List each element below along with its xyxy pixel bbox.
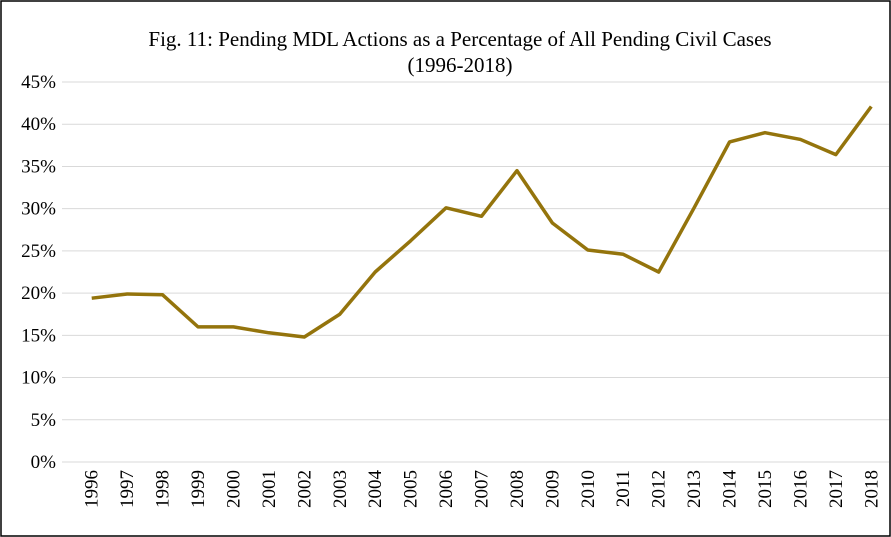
y-tick-label: 5% bbox=[31, 410, 57, 431]
x-tick-label: 2015 bbox=[755, 470, 776, 508]
x-tick-label: 2011 bbox=[613, 470, 634, 507]
x-tick-label: 2000 bbox=[223, 470, 244, 508]
x-tick-label: 2005 bbox=[401, 470, 422, 508]
x-tick-label: 1996 bbox=[82, 470, 103, 508]
x-tick-label: 1999 bbox=[188, 470, 209, 508]
x-tick-label: 1997 bbox=[117, 470, 138, 508]
y-tick-label: 40% bbox=[21, 114, 56, 135]
x-tick-label: 2012 bbox=[649, 470, 670, 508]
y-tick-label: 35% bbox=[21, 156, 56, 177]
x-tick-label: 2014 bbox=[720, 470, 741, 509]
x-tick-label: 2018 bbox=[861, 470, 882, 508]
x-tick-label: 2003 bbox=[330, 470, 351, 508]
y-tick-label: 20% bbox=[21, 283, 56, 304]
x-tick-label: 2009 bbox=[542, 470, 563, 508]
y-tick-label: 10% bbox=[21, 368, 56, 389]
chart-title: Fig. 11: Pending MDL Actions as a Percen… bbox=[148, 27, 771, 51]
x-tick-label: 2006 bbox=[436, 470, 457, 508]
data-line bbox=[91, 105, 873, 339]
y-tick-label: 15% bbox=[21, 325, 56, 346]
chart-subtitle: (1996-2018) bbox=[408, 53, 513, 77]
x-tick-label: 1998 bbox=[153, 470, 174, 508]
x-tick-label: 2007 bbox=[472, 470, 493, 508]
y-tick-label: 30% bbox=[21, 199, 56, 220]
x-tick-label: 2002 bbox=[294, 470, 315, 508]
x-tick-label: 2017 bbox=[826, 470, 847, 508]
x-tick-label: 2008 bbox=[507, 470, 528, 508]
y-tick-label: 0% bbox=[31, 452, 57, 473]
y-tick-label: 25% bbox=[21, 241, 56, 262]
x-tick-label: 2004 bbox=[365, 470, 386, 509]
x-tick-label: 2013 bbox=[684, 470, 705, 508]
y-tick-label: 45% bbox=[21, 72, 56, 93]
x-tick-label: 2001 bbox=[259, 470, 280, 508]
x-tick-label: 2016 bbox=[790, 470, 811, 508]
x-tick-label: 2010 bbox=[578, 470, 599, 508]
